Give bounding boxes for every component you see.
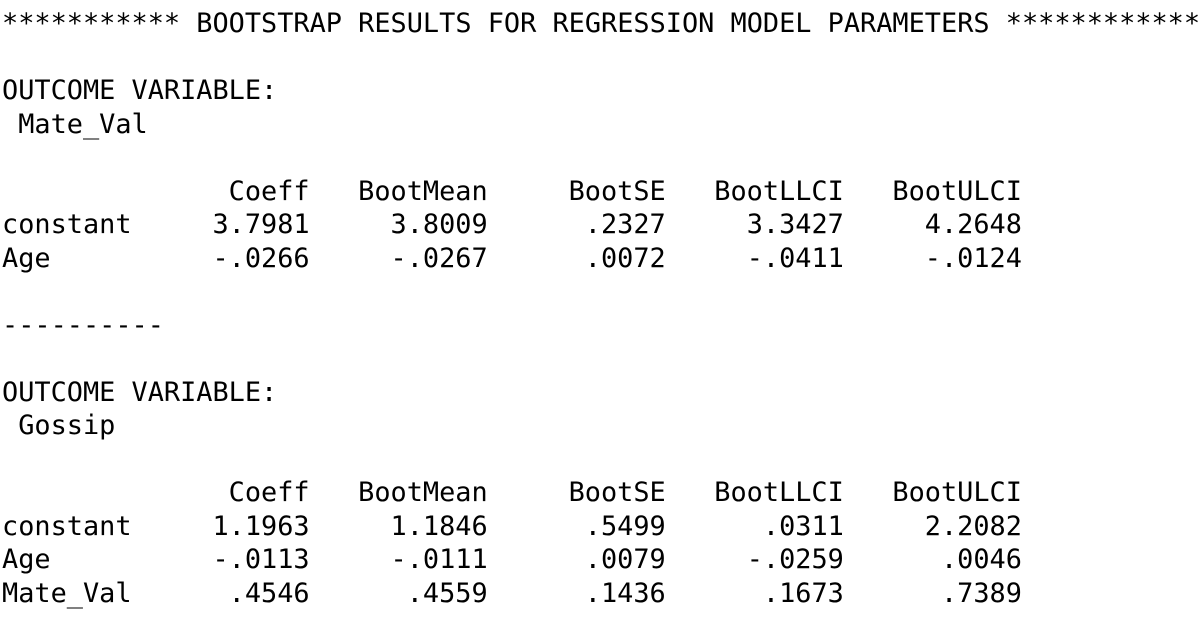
cell-bootse: .1436 (584, 577, 666, 609)
col-header-coeff: Coeff (228, 477, 310, 508)
blank-line (2, 443, 1198, 477)
table-header-row: Coeff BootMean BootSE BootLLCI BootULCI (2, 476, 1198, 510)
cell-bootllci: 3.3427 (746, 209, 844, 240)
cell-bootulci: -.0124 (924, 242, 1022, 274)
row-label: Age (2, 544, 51, 575)
row-label: constant (2, 209, 132, 240)
table-row-age: Age -.0113 -.0111 .0079 -.0259 .0046 (2, 543, 1198, 577)
cell-bootllci: .0311 (762, 510, 844, 542)
outcome-variable-name: Gossip (18, 410, 116, 441)
cell-coeff: .4546 (228, 577, 310, 609)
blank-line (2, 141, 1198, 175)
blank-line (2, 275, 1198, 309)
separator-dashes: ---------- (2, 309, 164, 341)
banner-line: *********** BOOTSTRAP RESULTS FOR REGRESS… (2, 7, 1198, 41)
table-header-row: Coeff BootMean BootSE BootLLCI BootULCI (2, 175, 1198, 209)
cell-bootllci: -.0411 (746, 242, 844, 274)
outcome-heading-line: OUTCOME VARIABLE: (2, 74, 1198, 108)
outcome-variable-line: Gossip (2, 409, 1198, 443)
cell-bootse: .0072 (584, 242, 666, 274)
cell-bootmean: -.0111 (390, 544, 488, 575)
cell-bootmean: 3.8009 (390, 209, 488, 240)
cell-bootllci: -.0259 (746, 544, 844, 575)
col-header-bootllci: BootLLCI (714, 477, 844, 508)
col-header-bootse: BootSE (568, 477, 666, 508)
section-separator: ---------- (2, 309, 1198, 343)
col-header-bootllci: BootLLCI (714, 175, 844, 207)
col-header-bootmean: BootMean (358, 175, 488, 207)
row-label: Age (2, 242, 51, 274)
cell-bootmean: 1.1846 (390, 510, 488, 542)
cell-coeff: 1.1963 (212, 510, 310, 542)
outcome-heading-line: OUTCOME VARIABLE: (2, 376, 1198, 410)
col-header-bootse: BootSE (568, 175, 666, 207)
cell-bootse: .0079 (584, 544, 666, 575)
cell-coeff: 3.7981 (212, 209, 310, 240)
cell-coeff: -.0266 (212, 242, 310, 274)
cell-bootmean: .4559 (406, 577, 488, 609)
banner-stars-left: *********** (2, 8, 181, 39)
row-label: Mate_Val (2, 577, 132, 609)
bootstrap-results-output: *********** BOOTSTRAP RESULTS FOR REGRESS… (2, 7, 1198, 611)
banner-stars-right: ************ (1005, 8, 1198, 39)
col-header-bootmean: BootMean (358, 477, 488, 508)
table-row-mateval: Mate_Val .4546 .4559 .1436 .1673 .7389 (2, 577, 1198, 611)
cell-bootulci: .0046 (940, 544, 1022, 575)
cell-bootulci: 4.2648 (924, 209, 1022, 240)
outcome-heading: OUTCOME VARIABLE: (2, 75, 278, 106)
cell-bootulci: .7389 (940, 577, 1022, 609)
table-row-age: Age -.0266 -.0267 .0072 -.0411 -.0124 (2, 242, 1198, 276)
cell-bootse: .2327 (584, 209, 666, 240)
cell-coeff: -.0113 (212, 544, 310, 575)
table-row-constant: constant 3.7981 3.8009 .2327 3.3427 4.2648 (2, 208, 1198, 242)
cell-bootllci: .1673 (762, 577, 844, 609)
col-header-bootulci: BootULCI (892, 175, 1022, 207)
banner-title: BOOTSTRAP RESULTS FOR REGRESSION MODEL P… (196, 8, 990, 39)
cell-bootmean: -.0267 (390, 242, 488, 274)
col-header-coeff: Coeff (228, 175, 310, 207)
outcome-heading: OUTCOME VARIABLE: (2, 376, 278, 408)
row-label: constant (2, 510, 132, 542)
col-header-bootulci: BootULCI (892, 477, 1022, 508)
blank-line (2, 342, 1198, 376)
cell-bootulci: 2.2082 (924, 510, 1022, 542)
outcome-variable-name: Mate_Val (18, 108, 148, 140)
table-row-constant: constant 1.1963 1.1846 .5499 .0311 2.2082 (2, 510, 1198, 544)
outcome-variable-line: Mate_Val (2, 108, 1198, 142)
cell-bootse: .5499 (584, 510, 666, 542)
blank-line (2, 41, 1198, 75)
